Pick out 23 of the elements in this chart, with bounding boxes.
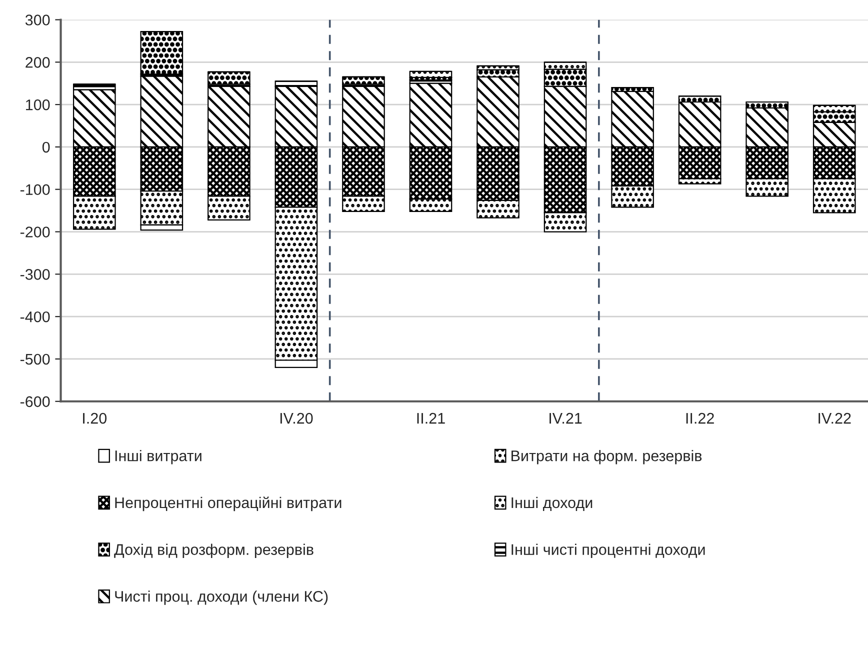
y-tick-label: -200	[20, 226, 50, 238]
x-tick-label: I.20	[83, 412, 107, 424]
legend-label: Інші витрати	[115, 450, 202, 464]
y-tick-label: -300	[20, 269, 50, 280]
legend-label: Дохід від розформ. резервів	[114, 544, 314, 558]
x-tick-label: IV.20	[280, 412, 313, 424]
y-tick-label: -500	[20, 354, 50, 365]
y-tick-label: 300	[25, 14, 50, 26]
legend-label: Інші чисті процентні доходи	[512, 544, 705, 558]
y-tick-label: -100	[20, 184, 50, 196]
legend-label: Витрати на форм. резервів	[512, 450, 702, 464]
y-tick-label: 0	[42, 142, 50, 153]
legend-label: Непроцентні операційні витрати	[115, 496, 342, 512]
legend-label: Чисті проц. доходи (члени КС)	[115, 590, 328, 605]
y-tick-label: -600	[20, 396, 50, 408]
y-tick-label: 200	[26, 57, 50, 68]
y-tick-label: -400	[20, 311, 50, 322]
y-tick-label: 100	[26, 99, 50, 110]
x-tick-label: IV.21	[550, 412, 582, 424]
legend-label: Інші доходи	[512, 496, 592, 511]
x-tick-label: II.21	[417, 412, 445, 424]
x-tick-label: IV.22	[818, 412, 851, 424]
x-tick-label: II.22	[686, 412, 714, 424]
